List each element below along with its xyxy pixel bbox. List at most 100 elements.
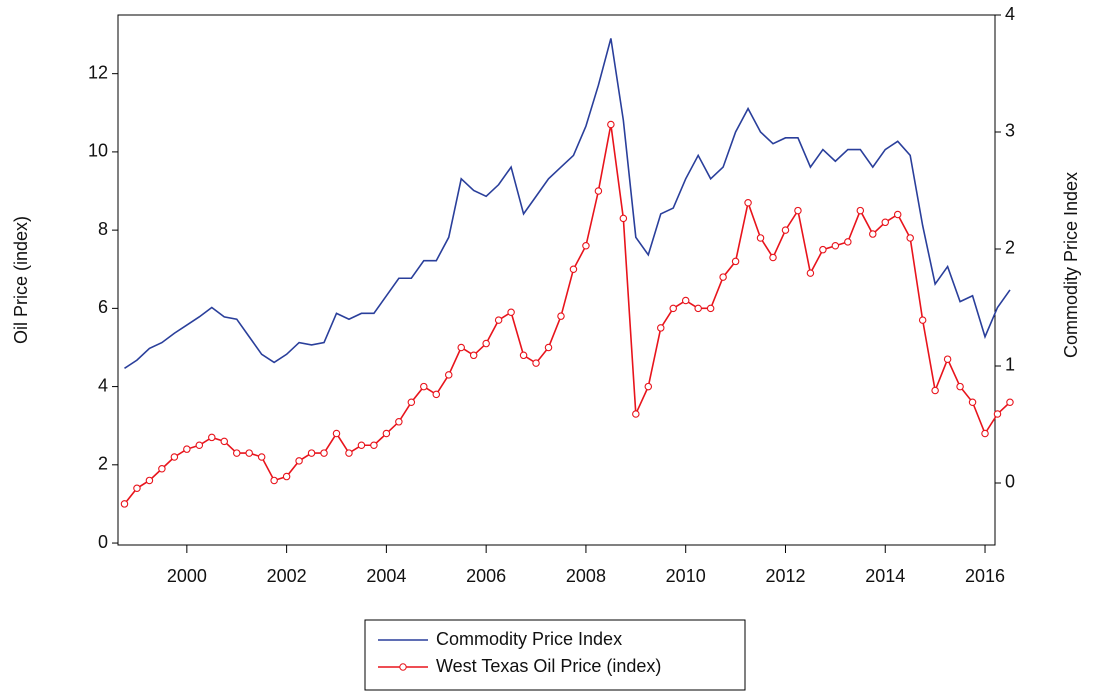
- point-marker: [856, 206, 865, 215]
- point-marker: [756, 234, 765, 242]
- point-marker: [869, 230, 877, 238]
- point-marker: [968, 398, 977, 406]
- point-marker: [806, 269, 815, 277]
- point-marker: [469, 351, 478, 360]
- point-marker: [245, 449, 253, 457]
- point-marker: [781, 226, 790, 234]
- point-marker: [133, 484, 141, 493]
- point-marker: [457, 343, 465, 352]
- point-marker: [320, 449, 328, 457]
- point-marker: [943, 355, 952, 363]
- y-tick-label: 2: [98, 454, 108, 474]
- point-marker: [632, 410, 640, 418]
- point-marker: [1006, 398, 1014, 406]
- point-marker: [981, 429, 989, 438]
- series-line: [123, 124, 1011, 505]
- point-marker: [669, 304, 677, 313]
- point-marker: [420, 382, 428, 391]
- point-marker: [769, 253, 777, 262]
- point-marker: [956, 382, 964, 391]
- point-marker: [831, 242, 840, 250]
- point-marker: [532, 359, 540, 367]
- legend-label: Commodity Price Index: [436, 629, 622, 649]
- point-marker: [257, 453, 266, 461]
- y-tick-label: 6: [98, 297, 108, 317]
- point-marker: [345, 449, 353, 457]
- point-marker: [444, 371, 453, 379]
- x-tick-label: 2002: [267, 566, 307, 586]
- point-marker: [819, 245, 827, 254]
- point-marker: [432, 390, 441, 399]
- point-marker: [906, 234, 914, 242]
- point-marker: [370, 441, 378, 450]
- x-tick-label: 2006: [466, 566, 506, 586]
- point-marker: [881, 218, 890, 227]
- point-marker: [731, 257, 740, 266]
- point-marker: [544, 343, 553, 352]
- x-tick-label: 2016: [965, 566, 1005, 586]
- point-marker: [931, 386, 939, 395]
- point-marker: [120, 500, 129, 508]
- legend-label: West Texas Oil Price (index): [436, 656, 661, 676]
- point-marker: [183, 445, 191, 453]
- x-tick-label: 2014: [865, 566, 905, 586]
- point-marker: [794, 206, 802, 215]
- y2-axis-label: Commodity Price Index: [1061, 172, 1081, 358]
- point-marker: [270, 476, 278, 485]
- point-marker: [232, 449, 241, 457]
- point-marker: [220, 437, 229, 446]
- point-marker: [993, 410, 1002, 418]
- point-marker: [170, 453, 179, 461]
- y-tick-label: 10: [88, 141, 108, 161]
- point-marker: [918, 316, 927, 324]
- point-marker: [519, 351, 528, 360]
- x-tick-label: 2008: [566, 566, 606, 586]
- point-marker: [694, 304, 702, 313]
- point-marker: [158, 464, 166, 473]
- y-tick-label: 0: [98, 532, 108, 552]
- point-marker: [744, 198, 752, 207]
- point-marker: [494, 316, 503, 324]
- y2-tick-label: 4: [1005, 4, 1015, 24]
- series-line: [124, 38, 1011, 369]
- y2-tick-label: 1: [1005, 355, 1015, 375]
- y2-tick-label: 3: [1005, 121, 1015, 141]
- point-marker: [145, 476, 154, 485]
- y-tick-label: 8: [98, 219, 108, 239]
- y-tick-label: 4: [98, 375, 108, 395]
- point-marker: [706, 304, 715, 313]
- point-marker: [557, 312, 565, 320]
- point-marker: [619, 214, 628, 223]
- point-marker: [332, 429, 341, 438]
- point-marker: [395, 418, 403, 426]
- point-marker: [282, 472, 291, 481]
- point-marker: [407, 398, 416, 406]
- point-marker: [569, 265, 578, 273]
- point-marker: [295, 457, 303, 465]
- point-marker: [195, 441, 204, 450]
- point-marker: [719, 273, 727, 281]
- point-marker: [507, 308, 515, 317]
- point-marker: [307, 449, 316, 457]
- point-marker: [482, 339, 490, 348]
- point-marker: [657, 324, 665, 332]
- x-tick-label: 2000: [167, 566, 207, 586]
- x-tick-label: 2004: [366, 566, 406, 586]
- legend-box: [364, 619, 746, 691]
- x-tick-label: 2010: [666, 566, 706, 586]
- y2-tick-label: 0: [1005, 472, 1015, 492]
- point-marker: [681, 296, 690, 305]
- y2-tick-label: 2: [1005, 238, 1015, 258]
- plot-frame: [117, 14, 996, 546]
- point-marker: [644, 382, 653, 391]
- point-marker: [208, 433, 216, 442]
- x-tick-label: 2012: [765, 566, 805, 586]
- point-marker: [357, 441, 366, 450]
- point-marker: [594, 187, 603, 195]
- y-axis-label: Oil Price (index): [11, 216, 31, 344]
- point-marker: [607, 120, 615, 129]
- legend-marker: [399, 663, 407, 671]
- point-marker: [382, 429, 391, 438]
- point-marker: [893, 210, 902, 219]
